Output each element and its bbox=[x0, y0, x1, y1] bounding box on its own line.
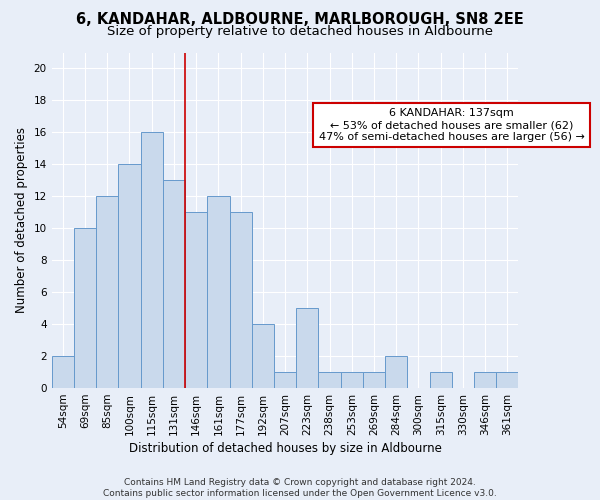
Bar bbox=[52, 356, 74, 388]
Bar bbox=[230, 212, 252, 388]
Bar bbox=[207, 196, 230, 388]
Bar bbox=[96, 196, 118, 388]
Bar bbox=[363, 372, 385, 388]
Bar bbox=[74, 228, 96, 388]
Bar bbox=[385, 356, 407, 388]
Text: 6 KANDAHAR: 137sqm
← 53% of detached houses are smaller (62)
47% of semi-detache: 6 KANDAHAR: 137sqm ← 53% of detached hou… bbox=[319, 108, 585, 142]
Bar bbox=[496, 372, 518, 388]
Bar bbox=[296, 308, 319, 388]
Bar bbox=[474, 372, 496, 388]
Bar bbox=[341, 372, 363, 388]
Bar bbox=[430, 372, 452, 388]
Bar bbox=[319, 372, 341, 388]
Bar bbox=[140, 132, 163, 388]
Bar bbox=[118, 164, 140, 388]
Bar bbox=[252, 324, 274, 388]
Bar bbox=[274, 372, 296, 388]
Text: 6, KANDAHAR, ALDBOURNE, MARLBOROUGH, SN8 2EE: 6, KANDAHAR, ALDBOURNE, MARLBOROUGH, SN8… bbox=[76, 12, 524, 28]
Text: Contains HM Land Registry data © Crown copyright and database right 2024.
Contai: Contains HM Land Registry data © Crown c… bbox=[103, 478, 497, 498]
Text: Size of property relative to detached houses in Aldbourne: Size of property relative to detached ho… bbox=[107, 25, 493, 38]
Bar bbox=[185, 212, 207, 388]
Y-axis label: Number of detached properties: Number of detached properties bbox=[15, 128, 28, 314]
Bar bbox=[163, 180, 185, 388]
X-axis label: Distribution of detached houses by size in Aldbourne: Distribution of detached houses by size … bbox=[128, 442, 442, 455]
